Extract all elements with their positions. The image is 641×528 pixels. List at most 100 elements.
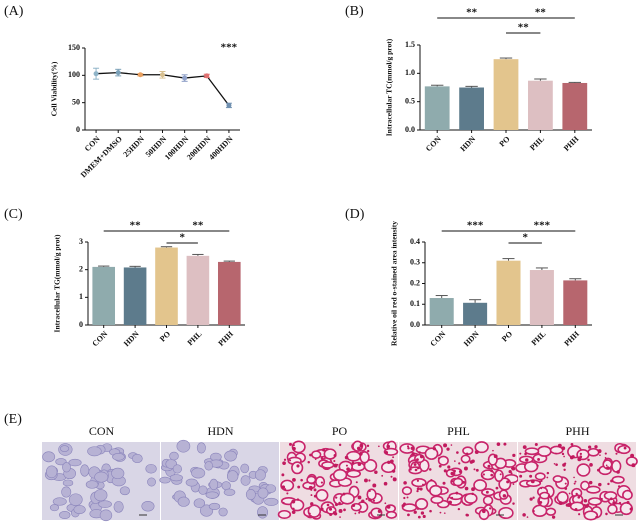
lipid-droplet <box>338 501 341 505</box>
lipid-droplet <box>334 503 338 507</box>
lipid-droplet <box>310 502 314 506</box>
lipid-droplet <box>632 454 634 457</box>
y-tick-label: 2 <box>79 264 83 273</box>
lipid-droplet <box>597 449 602 454</box>
lipid-droplet <box>615 452 618 455</box>
lipid-droplet <box>573 482 576 485</box>
lipid-droplet <box>508 469 512 474</box>
lipid-droplet <box>283 458 287 461</box>
lipid-droplet <box>447 465 451 469</box>
cell <box>257 506 269 519</box>
cell <box>185 478 198 487</box>
cell <box>119 486 130 496</box>
lipid-droplet <box>356 446 361 451</box>
cell <box>172 464 183 474</box>
y-tick-label: 100 <box>68 70 80 79</box>
lipid-droplet <box>354 512 357 515</box>
lipid-droplet <box>296 498 300 501</box>
lipid-droplet <box>503 442 507 446</box>
lipid-droplet <box>555 463 558 466</box>
significance-label: * <box>179 232 185 244</box>
lipid-droplet <box>496 442 501 446</box>
cell <box>587 497 603 506</box>
cell <box>339 492 355 505</box>
cell <box>240 463 250 474</box>
cell <box>99 509 113 522</box>
cell <box>622 489 633 501</box>
lipid-droplet <box>453 469 456 473</box>
lipid-droplet <box>448 500 452 505</box>
lipid-droplet <box>390 475 393 478</box>
lipid-droplet <box>458 470 462 473</box>
lipid-droplet <box>538 480 541 483</box>
lipid-droplet <box>372 499 376 502</box>
lipid-droplet <box>510 467 513 470</box>
cell <box>401 503 418 512</box>
cell <box>87 446 102 457</box>
panel-letter: (A) <box>4 4 24 19</box>
lipid-droplet <box>522 445 527 449</box>
lipid-droplet <box>539 500 543 504</box>
lipid-droplet <box>458 462 461 465</box>
micrograph <box>399 441 519 521</box>
lipid-droplet <box>383 481 388 486</box>
lipid-droplet <box>416 479 420 482</box>
lipid-droplet <box>555 452 557 455</box>
bar <box>493 59 519 130</box>
lipid-droplet <box>443 469 447 473</box>
lipid-droplet <box>439 511 442 514</box>
lipid-droplet <box>567 503 572 508</box>
lipid-droplet <box>547 494 551 498</box>
lipid-droplet <box>332 511 336 515</box>
marker <box>160 72 165 78</box>
cell <box>177 496 190 507</box>
significance-label: ** <box>192 220 204 232</box>
lipid-droplet <box>536 464 539 467</box>
lipid-droplet <box>343 508 346 512</box>
lipid-droplet <box>320 507 324 511</box>
cell <box>176 439 191 453</box>
lipid-droplet <box>326 503 330 507</box>
marker <box>182 75 188 81</box>
lipid-droplet <box>416 489 419 493</box>
lipid-droplet <box>457 507 461 511</box>
cell <box>415 498 429 510</box>
lipid-droplet <box>617 485 621 488</box>
lipid-droplet <box>573 476 575 479</box>
lipid-droplet <box>510 472 513 475</box>
y-tick-label: 1.5 <box>405 40 415 49</box>
y-tick-label: 0.0 <box>405 125 415 134</box>
lipid-droplet <box>465 513 469 517</box>
lipid-droplet <box>358 511 361 514</box>
x-tick-label: PHH <box>562 329 581 348</box>
cell <box>498 506 514 520</box>
lipid-droplet <box>519 452 522 455</box>
lipid-droplet <box>626 500 630 505</box>
y-tick-label: 0 <box>76 125 80 134</box>
cell <box>60 445 70 452</box>
lipid-droplet <box>384 451 389 455</box>
lipid-droplet <box>540 479 543 482</box>
x-tick-label: 25HDN <box>121 134 146 159</box>
cell <box>332 468 348 482</box>
bar <box>429 298 454 325</box>
lipid-droplet <box>612 501 616 505</box>
lipid-droplet <box>583 498 588 503</box>
lipid-droplet <box>338 508 343 513</box>
cell <box>363 458 378 473</box>
bar <box>463 302 488 325</box>
lipid-droplet <box>328 507 333 511</box>
significance-label: *** <box>534 220 551 232</box>
lipid-droplet <box>308 485 313 490</box>
y-tick-label: 3 <box>79 237 83 246</box>
bar <box>529 270 554 325</box>
lipid-droplet <box>329 512 333 516</box>
cell <box>193 498 206 509</box>
lipid-droplet <box>568 492 571 495</box>
cell <box>68 458 82 467</box>
lipid-droplet <box>512 502 515 505</box>
cell <box>539 491 551 500</box>
lipid-droplet <box>291 510 296 515</box>
cell <box>473 479 488 492</box>
lipid-droplet <box>605 464 608 467</box>
